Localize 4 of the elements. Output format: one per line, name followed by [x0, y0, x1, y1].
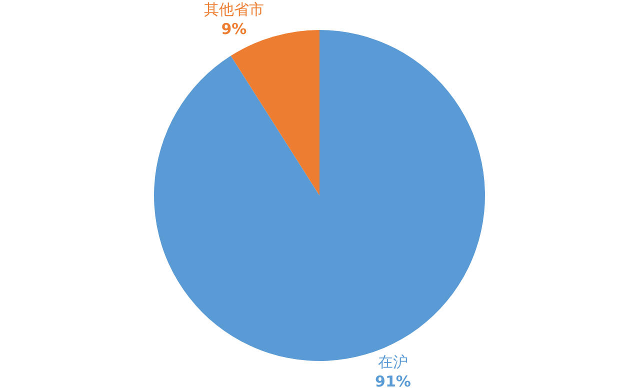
data-label: 91%: [375, 372, 411, 390]
data-label: 9%: [221, 20, 247, 38]
slice-label: 在沪: [378, 352, 408, 371]
slice-label: 其他省市: [204, 0, 264, 19]
